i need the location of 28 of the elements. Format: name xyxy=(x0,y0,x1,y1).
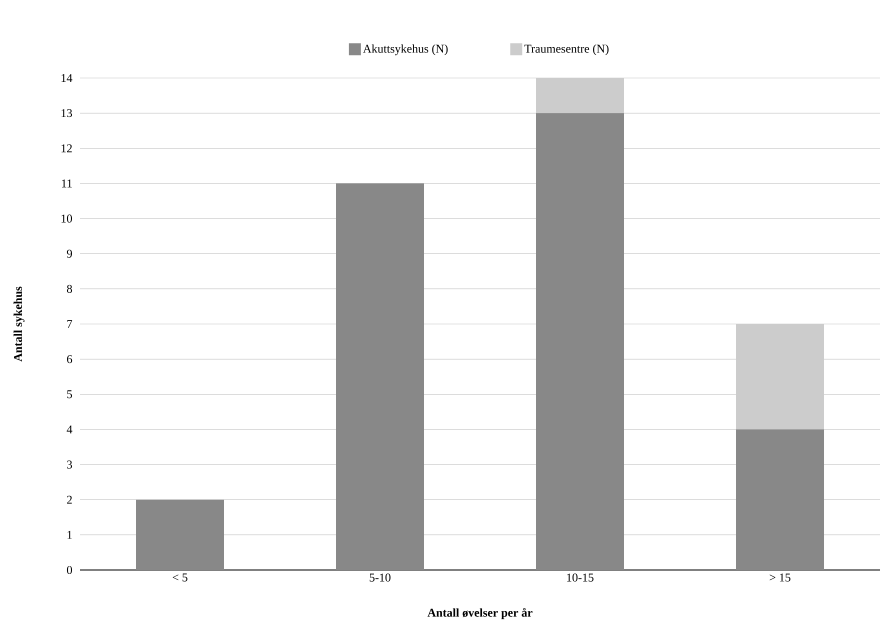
y-tick-label: 10 xyxy=(62,214,72,223)
x-axis-title: Antall øvelser per år xyxy=(427,608,532,620)
bar xyxy=(736,429,824,570)
y-tick-label: 11 xyxy=(62,179,72,188)
bar xyxy=(736,324,824,430)
bar xyxy=(536,113,624,570)
y-tick-label: 2 xyxy=(67,496,72,504)
y-tick-label: 4 xyxy=(66,425,72,434)
legend-label: Akuttsykehus (N) xyxy=(363,44,448,56)
y-tick-label: 12 xyxy=(62,144,72,152)
y-tick-label: 1 xyxy=(68,530,72,539)
y-tick-label: 9 xyxy=(66,250,72,258)
y-axis-title: Antall sykehus xyxy=(14,286,24,362)
y-tick-label: 8 xyxy=(66,284,72,293)
y-tick-label: 0 xyxy=(66,566,72,574)
bar xyxy=(136,500,224,570)
y-tick-label: 6 xyxy=(67,355,72,364)
legend-label: Traumesentre (N) xyxy=(524,44,609,56)
x-tick-label: > 15 xyxy=(770,574,790,582)
y-tick-label: 3 xyxy=(67,460,72,469)
y-tick-label: 5 xyxy=(67,390,72,398)
y-tick-label: 7 xyxy=(67,320,72,328)
bar xyxy=(336,183,424,570)
x-tick-label: < 5 xyxy=(172,574,188,582)
y-tick-label: 13 xyxy=(62,109,72,118)
x-tick-label: 10-15 xyxy=(567,574,594,582)
x-tick-label: 5-10 xyxy=(370,574,390,582)
y-tick-label: 14 xyxy=(62,74,72,82)
